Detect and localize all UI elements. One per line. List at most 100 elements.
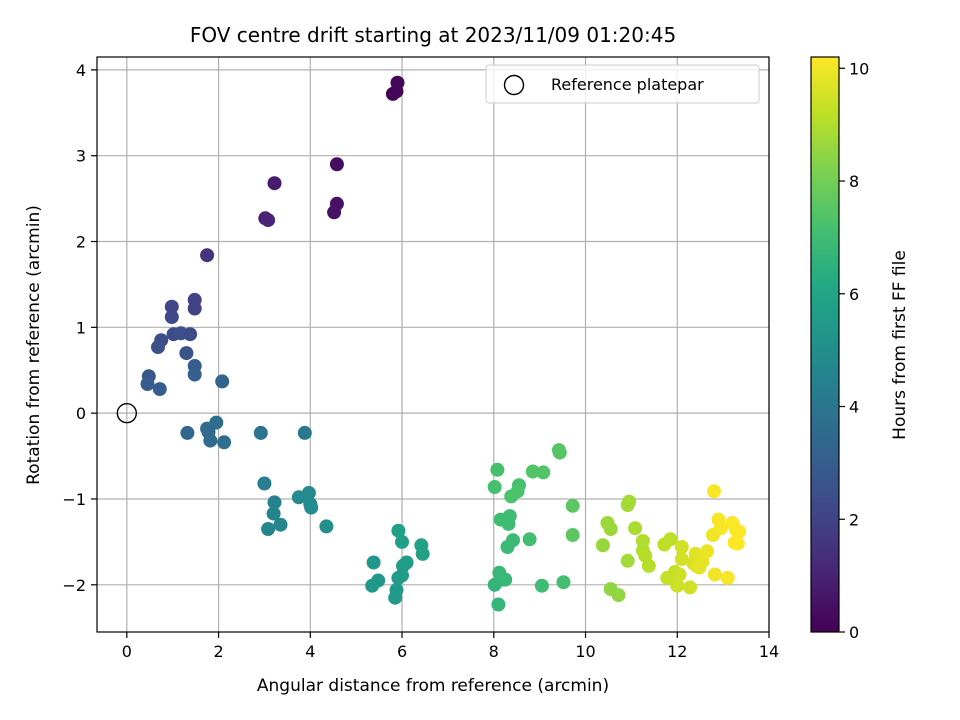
data-point [253,425,268,440]
colorbar-tick-label: 10 [849,59,869,78]
data-point [266,506,281,521]
reference-point [116,402,138,424]
data-point [707,484,721,499]
x-axis-ticks: 0 2 4 6 8 10 12 14 [122,632,779,661]
data-point [395,534,409,549]
grid [97,57,770,632]
data-point [261,213,276,228]
data-point [187,367,202,382]
colorbar-gradient [811,57,839,632]
y-tick-label: 3 [76,147,86,166]
data-point [164,310,179,324]
reference-marker [116,402,138,424]
data-point [389,582,404,597]
data-point [399,555,414,570]
data-point [304,500,319,515]
data-point [215,374,230,389]
data-point [498,572,513,587]
legend: Reference platepar [485,64,760,104]
data-point [611,588,626,603]
data-point [700,544,715,559]
data-point [490,462,505,477]
data-point [209,415,224,430]
data-point [510,484,525,499]
data-point [319,519,334,534]
data-point [391,523,406,538]
data-points [140,75,747,612]
legend-marker-icon [503,74,525,96]
colorbar: 0 2 4 6 8 10 Hours from first FF file [810,56,910,642]
data-point [683,580,698,595]
data-point [713,521,728,536]
data-point [297,425,312,440]
data-point [267,176,282,191]
y-axis-ticks: −2 −1 0 1 2 3 4 [62,61,97,595]
colorbar-frame [810,56,840,633]
data-point [179,346,194,361]
data-point [152,382,167,397]
x-tick-label: 14 [759,642,779,661]
data-point [672,567,687,582]
y-tick-label: −2 [62,576,86,595]
data-point [536,465,551,480]
data-point [217,435,232,450]
x-tick-label: 6 [397,642,407,661]
data-point [641,558,656,573]
data-point [140,377,155,391]
data-point [415,546,430,561]
y-tick-label: 2 [76,233,86,252]
y-tick-label: 1 [76,318,86,337]
x-tick-label: 12 [667,642,687,661]
colorbar-ticks: 0 2 4 6 8 10 [839,59,869,642]
data-point [301,486,316,500]
data-point [565,528,580,542]
data-point [620,553,635,568]
data-point [720,570,735,585]
x-axis-title: Angular distance from reference (arcmin) [257,676,609,696]
data-point [183,327,198,342]
colorbar-tick-label: 6 [849,285,859,304]
data-point [565,498,580,513]
data-point [327,205,342,220]
data-point [487,480,502,494]
y-tick-label: 0 [76,404,86,423]
data-point [522,532,537,547]
data-point [595,538,610,553]
data-point [500,540,515,554]
y-tick-label: 4 [76,61,86,80]
data-point [487,577,502,592]
data-point [491,597,506,612]
data-point [670,578,685,593]
data-point [628,521,643,536]
data-point [180,425,195,440]
data-point [556,575,571,590]
data-point [620,498,635,512]
data-point [267,495,282,510]
data-point [674,540,689,554]
data-point [501,516,516,531]
data-point [366,555,381,570]
data-point [692,560,707,575]
data-point [329,157,344,172]
data-point [730,536,745,551]
data-point [261,522,276,536]
x-tick-label: 2 [213,642,223,661]
colorbar-tick-label: 2 [849,510,859,529]
data-point [552,445,567,460]
data-point [732,524,747,539]
data-point [365,578,380,593]
chart-title: FOV centre drift starting at 2023/11/09 … [190,23,676,47]
colorbar-title: Hours from first FF file [890,250,910,440]
data-point [534,578,549,593]
data-point [200,248,215,263]
data-point [525,464,540,479]
data-point [663,532,678,547]
data-point [390,75,405,90]
data-point [151,340,165,355]
data-point [187,301,202,316]
x-tick-label: 0 [122,642,132,661]
data-point [674,552,689,567]
data-point [707,567,722,582]
data-point [203,433,218,448]
